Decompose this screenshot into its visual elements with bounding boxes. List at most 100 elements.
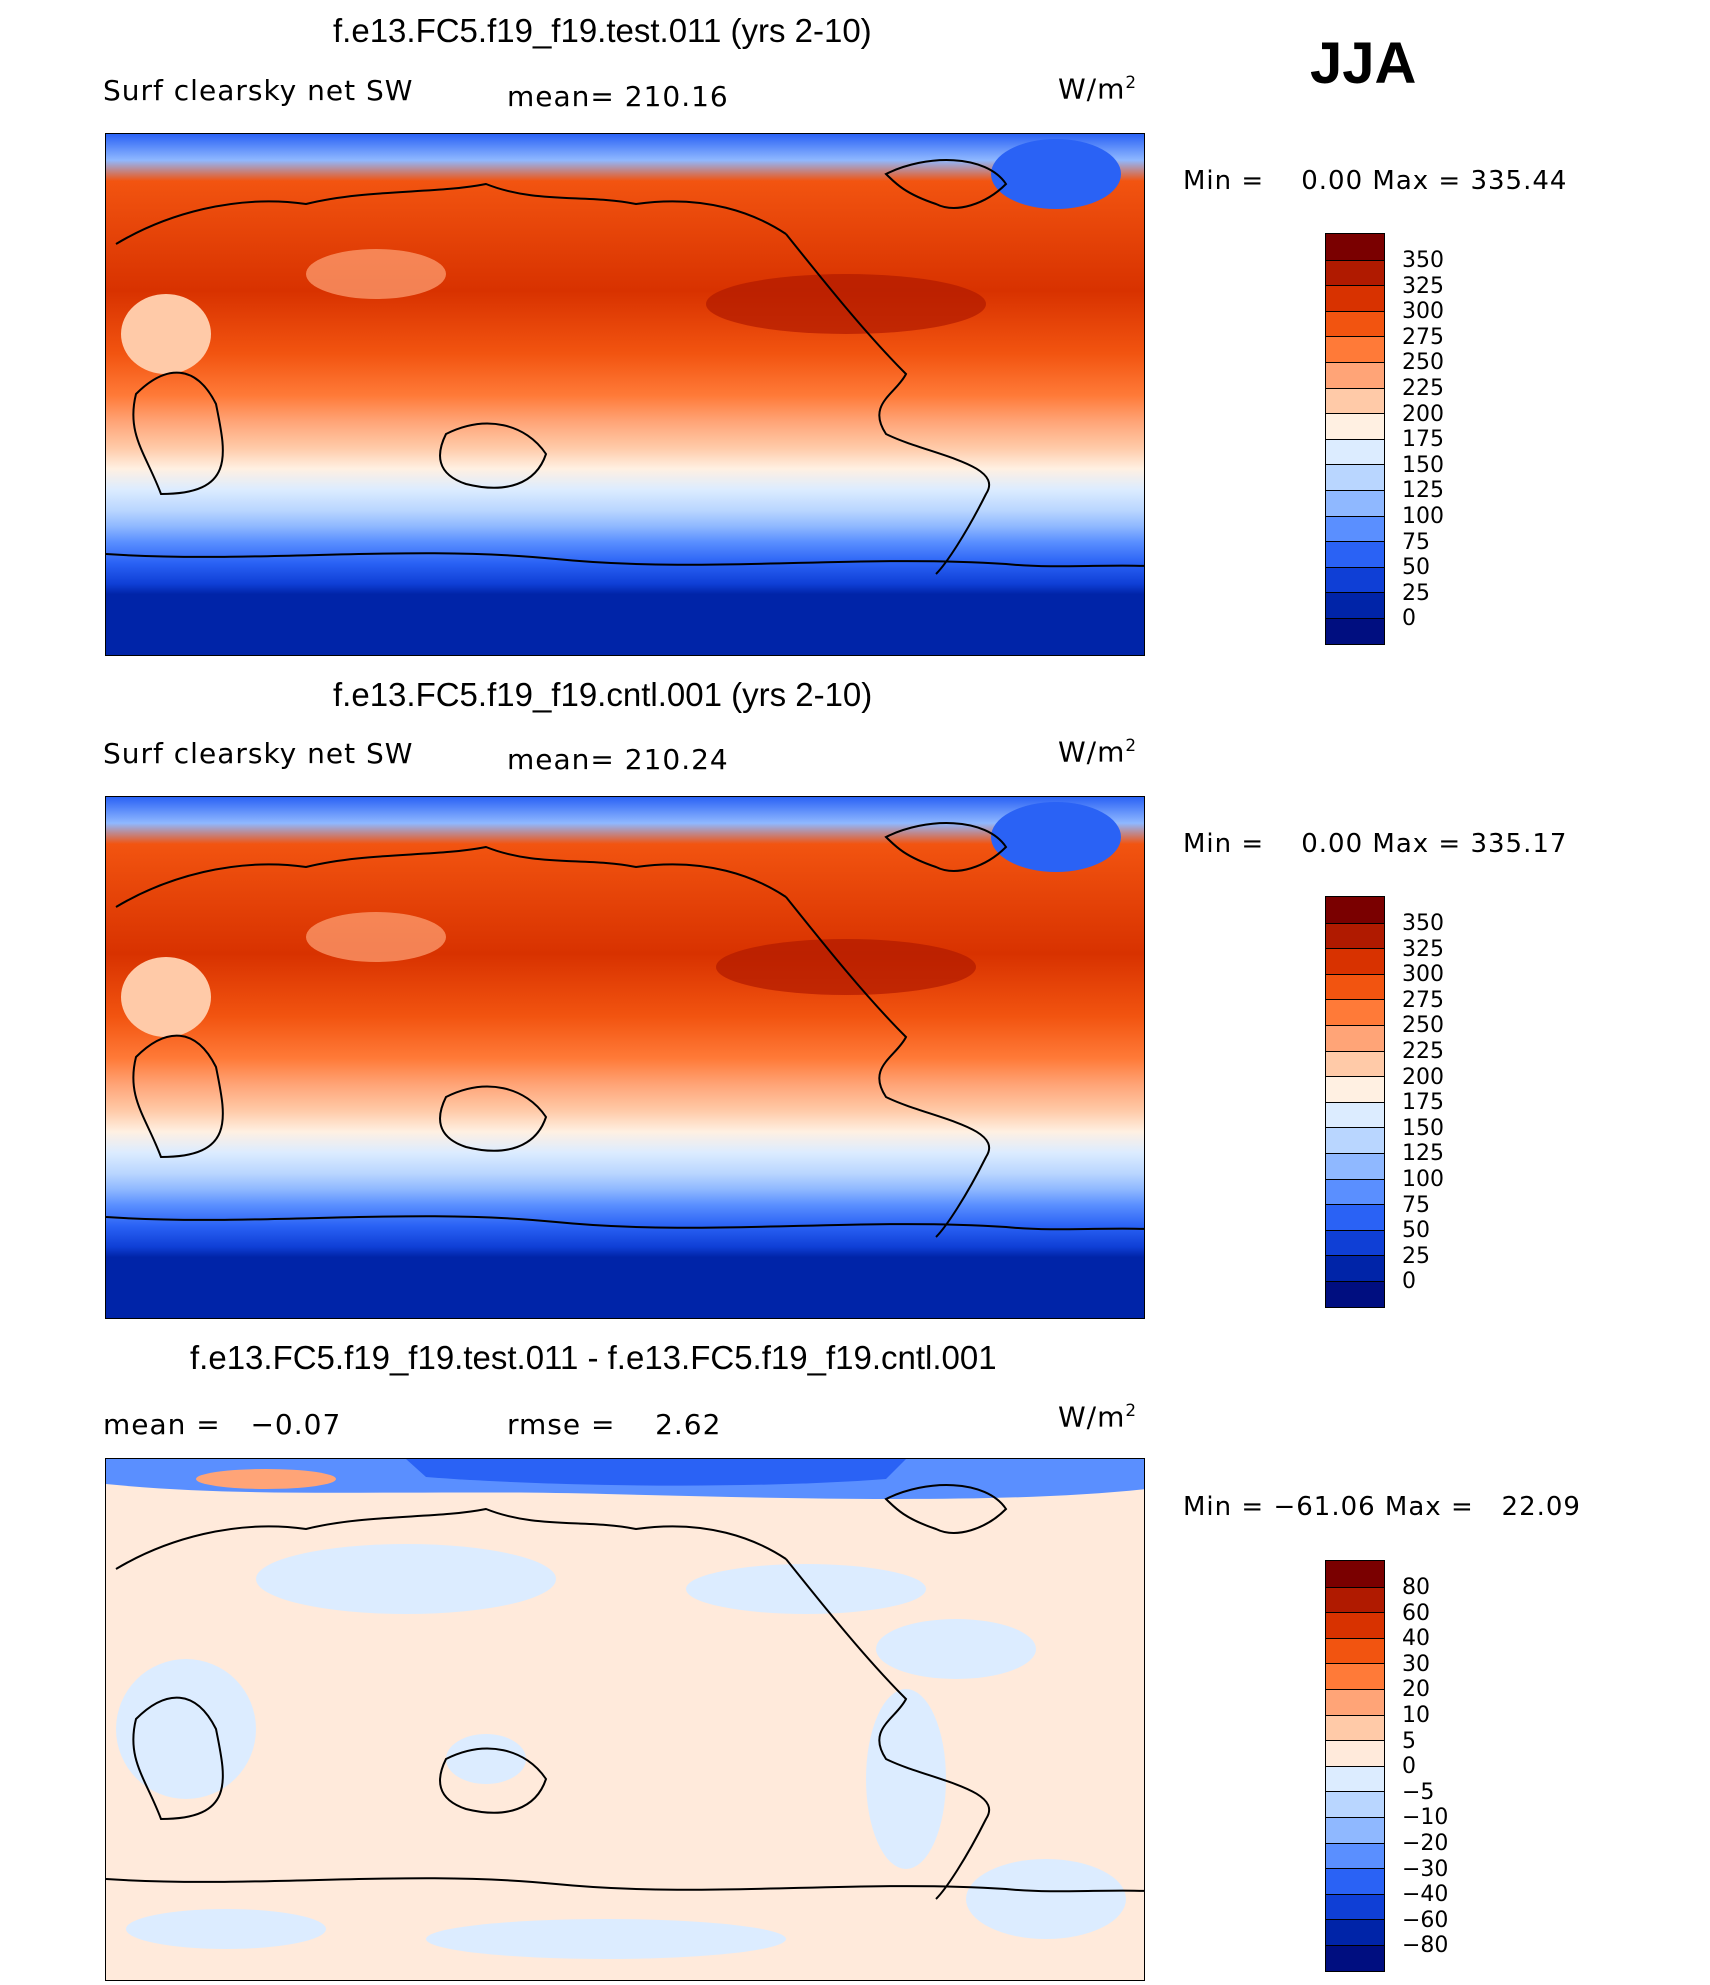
colorbar-tick-label: 10 [1402, 1703, 1430, 1728]
colorbar-swatch [1326, 1612, 1384, 1638]
colorbar-tick-label: 0 [1402, 606, 1416, 632]
colorbar-tick-label: 125 [1402, 478, 1444, 504]
colorbar-tick-label: −10 [1402, 1805, 1449, 1831]
panel1-mean-label: mean= 210.16 [507, 80, 729, 113]
colorbar-swatch [1326, 1561, 1384, 1587]
colorbar-tick-label: 250 [1402, 350, 1444, 376]
colorbar-tick-label: 100 [1402, 504, 1444, 529]
colorbar-swatch [1326, 1893, 1384, 1920]
colorbar-swatch [1326, 515, 1384, 542]
colorbar-swatch [1326, 999, 1384, 1025]
colorbar-swatch [1326, 1663, 1384, 1689]
panel1-title: f.e13.FC5.f19_f19.test.011 (yrs 2-10) [333, 12, 872, 49]
colorbar-tick-label: 0 [1402, 1754, 1416, 1780]
colorbar-swatch [1326, 1740, 1384, 1766]
panel3-minmax: Min = −61.06 Max = 22.09 [1183, 1492, 1581, 1522]
colorbar-swatch [1326, 592, 1384, 618]
panel3-rmse-label: rmse = 2.62 [507, 1408, 722, 1441]
colorbar-swatch [1326, 1765, 1384, 1792]
colorbar-tick-label: −80 [1402, 1933, 1449, 1959]
colorbar-swatch [1326, 489, 1384, 516]
colorbar-swatch [1326, 1127, 1384, 1153]
panel2-minmax: Min = 0.00 Max = 335.17 [1183, 829, 1568, 859]
colorbar-swatch [1326, 948, 1384, 974]
panel1-units: W/m2 [1058, 72, 1138, 106]
colorbar-swatch [1326, 413, 1384, 439]
panel3-colorbar [1325, 1560, 1385, 1972]
panel2-mean-label: mean= 210.24 [507, 743, 729, 776]
panel2-map [105, 796, 1145, 1319]
colorbar-swatch [1326, 1178, 1384, 1205]
colorbar-tick-label: 150 [1402, 452, 1444, 478]
colorbar-tick-label: −5 [1402, 1779, 1435, 1805]
colorbar-tick-label: 50 [1402, 1218, 1430, 1244]
colorbar-swatch [1326, 464, 1384, 490]
colorbar-tick-label: 25 [1402, 1243, 1430, 1269]
colorbar-swatch [1326, 617, 1384, 644]
colorbar-swatch [1326, 1842, 1384, 1869]
colorbar-swatch [1326, 234, 1384, 260]
colorbar-tick-label: −40 [1402, 1882, 1449, 1908]
colorbar-swatch [1326, 310, 1384, 337]
colorbar-tick-label: 325 [1402, 936, 1444, 962]
panel2-title: f.e13.FC5.f19_f19.cntl.001 (yrs 2-10) [333, 676, 873, 713]
colorbar-swatch [1326, 1688, 1384, 1715]
colorbar-swatch [1326, 1255, 1384, 1281]
panel1-colorbar [1325, 233, 1385, 645]
colorbar-tick-label: 350 [1402, 911, 1444, 936]
colorbar-tick-label: 175 [1402, 427, 1444, 453]
colorbar-swatch [1326, 1050, 1384, 1077]
colorbar-tick-label: 275 [1402, 987, 1444, 1013]
colorbar-swatch [1326, 566, 1384, 593]
colorbar-swatch [1326, 1024, 1384, 1051]
colorbar-tick-label: 80 [1402, 1575, 1430, 1600]
colorbar-swatch [1326, 1152, 1384, 1179]
colorbar-tick-label: 75 [1402, 1192, 1430, 1218]
colorbar-tick-label: 200 [1402, 401, 1444, 427]
colorbar-tick-label: 100 [1402, 1167, 1444, 1192]
season-label: JJA [1310, 31, 1417, 96]
colorbar-tick-label: 275 [1402, 324, 1444, 350]
colorbar-swatch [1326, 387, 1384, 414]
colorbar-swatch [1326, 1816, 1384, 1843]
panel2-colorbar [1325, 896, 1385, 1308]
colorbar-tick-label: 175 [1402, 1090, 1444, 1116]
colorbar-swatch [1326, 285, 1384, 311]
panel3-colorbar-cells [1326, 1561, 1384, 1971]
colorbar-swatch [1326, 922, 1384, 949]
colorbar-swatch [1326, 973, 1384, 1000]
colorbar-tick-label: 0 [1402, 1269, 1416, 1295]
colorbar-tick-label: 20 [1402, 1677, 1430, 1703]
colorbar-swatch [1326, 1919, 1384, 1945]
colorbar-tick-label: 250 [1402, 1013, 1444, 1039]
colorbar-tick-label: 350 [1402, 248, 1444, 273]
panel3-title: f.e13.FC5.f19_f19.test.011 - f.e13.FC5.f… [190, 1339, 997, 1376]
colorbar-swatch [1326, 1229, 1384, 1256]
colorbar-tick-label: −60 [1402, 1907, 1449, 1933]
panel3-map [105, 1458, 1145, 1981]
colorbar-swatch [1326, 1791, 1384, 1817]
panel3-mean-label: mean = −0.07 [103, 1408, 342, 1441]
colorbar-swatch [1326, 541, 1384, 567]
colorbar-swatch [1326, 1204, 1384, 1230]
colorbar-tick-label: 60 [1402, 1600, 1430, 1626]
colorbar-swatch [1326, 438, 1384, 465]
panel2-colorbar-cells [1326, 897, 1384, 1307]
panel1-variable-label: Surf clearsky net SW [103, 74, 414, 107]
panel1-map [105, 133, 1145, 656]
colorbar-tick-label: 30 [1402, 1651, 1430, 1677]
colorbar-tick-label: 5 [1402, 1728, 1416, 1754]
colorbar-tick-label: 225 [1402, 1039, 1444, 1064]
colorbar-tick-label: 325 [1402, 273, 1444, 299]
colorbar-swatch [1326, 1586, 1384, 1613]
colorbar-tick-label: 75 [1402, 529, 1430, 555]
panel2-variable-label: Surf clearsky net SW [103, 737, 414, 770]
colorbar-swatch [1326, 361, 1384, 388]
colorbar-swatch [1326, 1714, 1384, 1741]
colorbar-tick-label: 50 [1402, 555, 1430, 581]
colorbar-swatch [1326, 1637, 1384, 1664]
colorbar-swatch [1326, 336, 1384, 362]
colorbar-swatch [1326, 1868, 1384, 1894]
colorbar-tick-label: −30 [1402, 1856, 1449, 1882]
colorbar-tick-label: 150 [1402, 1115, 1444, 1141]
